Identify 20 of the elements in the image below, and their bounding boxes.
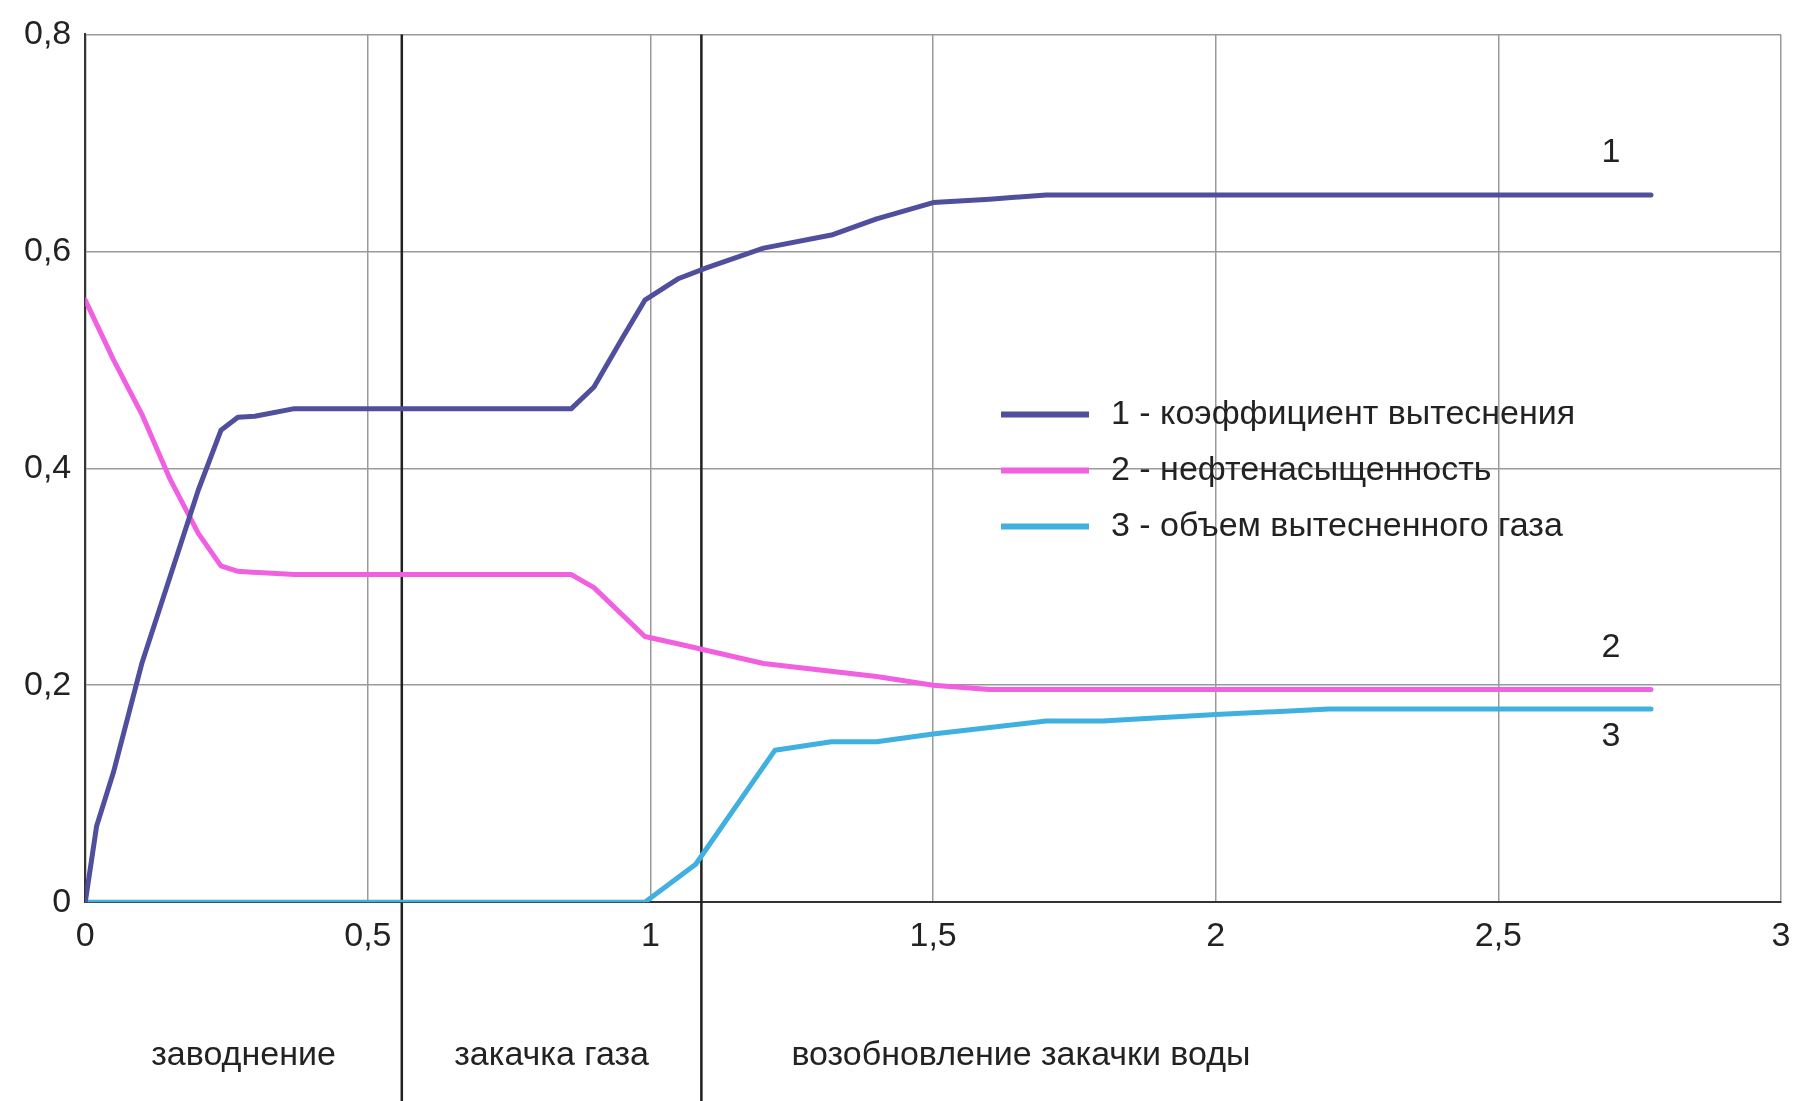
x-tick-label: 2: [1206, 914, 1226, 953]
y-tick-label: 0,8: [24, 12, 72, 51]
x-tick-label: 1,5: [909, 914, 957, 953]
y-tick-label: 0,4: [24, 446, 72, 485]
legend-label: 3 - объем вытесненного газа: [1111, 504, 1563, 543]
y-tick-label: 0: [52, 880, 72, 919]
annotation: 1: [1601, 131, 1621, 170]
text: возобновление закачки воды: [791, 1034, 1251, 1073]
x-tick-label: 3: [1771, 914, 1791, 953]
text: заводнение: [151, 1034, 336, 1073]
x-tick-label: 1: [641, 914, 660, 953]
legend-label: 1 - коэффициент вытеснения: [1111, 392, 1576, 431]
y-tick-label: 0,6: [24, 229, 72, 268]
x-tick-label: 0,5: [344, 914, 392, 953]
annotation: 3: [1601, 715, 1621, 754]
annotation: 2: [1601, 625, 1621, 664]
legend-label: 2 - нефтенасыщенность: [1111, 448, 1492, 487]
y-tick-label: 0,2: [24, 663, 72, 702]
x-tick-label: 2,5: [1474, 914, 1523, 953]
text: закачка газа: [454, 1034, 650, 1073]
